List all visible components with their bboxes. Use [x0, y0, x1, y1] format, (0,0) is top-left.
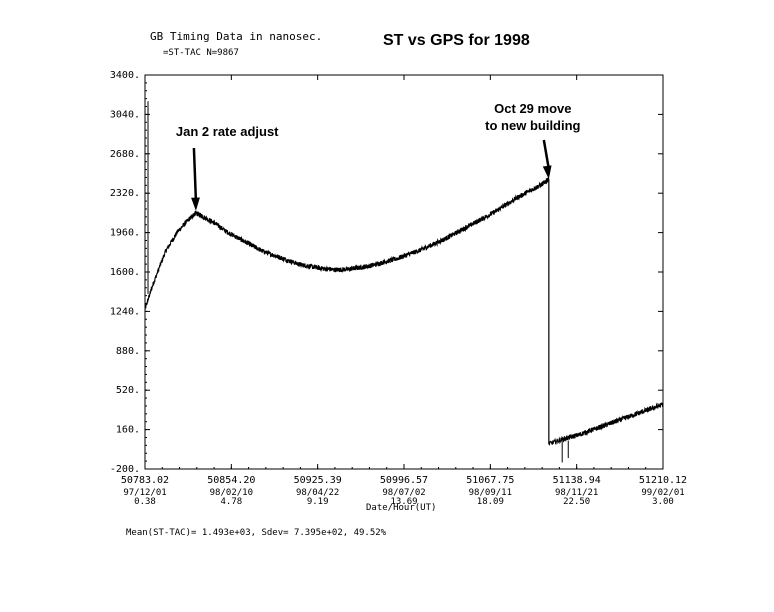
x-tick-hour: 0.38 [134, 497, 156, 507]
y-tick-label: 880. [116, 346, 140, 357]
arrow-head [191, 197, 200, 211]
x-tick-label: 51138.94 [553, 475, 601, 486]
x-tick-date: 99/02/01 [641, 488, 684, 498]
x-axis-label: Date/Hour(UT) [366, 503, 437, 513]
y-tick-label: 2680. [110, 149, 140, 160]
x-tick-hour: 13.69 [390, 497, 417, 507]
y-tick-label: 160. [116, 425, 140, 436]
y-tick-label: 3400. [110, 70, 140, 81]
x-tick-date: 98/04/22 [296, 488, 339, 498]
x-tick-date: 97/12/01 [123, 488, 166, 498]
x-tick-date: 98/02/10 [210, 488, 253, 498]
annotation-jan2: Jan 2 rate adjust [176, 124, 279, 139]
arrow-head [542, 165, 552, 180]
y-tick-label: 3040. [110, 109, 140, 120]
chart-title: ST vs GPS for 1998 [383, 32, 530, 49]
x-tick-hour: 4.78 [220, 497, 242, 507]
y-tick-label: 2320. [110, 188, 140, 199]
x-tick-hour: 22.50 [563, 497, 590, 507]
series-tag: =ST-TAC N=9867 [163, 48, 239, 58]
x-tick-label: 50925.39 [294, 475, 342, 486]
stats-line: Mean(ST-TAC)= 1.493e+03, Sdev= 7.395e+02… [126, 528, 387, 538]
x-tick-hour: 9.19 [307, 497, 329, 507]
x-tick-date: 98/07/02 [382, 488, 425, 498]
series-line-1 [144, 177, 550, 310]
annotation-oct29-line1: Oct 29 move [494, 101, 571, 116]
axis-ticks: 3400. 3040. 2680. 2320. 1960. 1600. 1240. 880. 5… [110, 70, 687, 507]
y-tick-label: -200. [110, 464, 140, 475]
x-tick-label: 51210.12 [639, 475, 687, 486]
y-tick-label: 1240. [110, 306, 140, 317]
x-tick-hour: 3.00 [652, 497, 674, 507]
series-layer [144, 101, 664, 463]
x-tick-date: 98/11/21 [555, 488, 598, 498]
y-tick-label: 1600. [110, 267, 140, 278]
x-tick-date: 98/09/11 [469, 488, 512, 498]
annotations: Jan 2 rate adjust Oct 29 move to new build… [176, 101, 581, 211]
x-tick-label: 50854.20 [207, 475, 255, 486]
y-tick-label: 1960. [110, 228, 140, 239]
arrow-shaft [192, 147, 198, 201]
x-tick-label: 51067.75 [466, 475, 514, 486]
x-tick-hour: 18.09 [477, 497, 504, 507]
x-tick-label: 50996.57 [380, 475, 428, 486]
x-tick-label: 50783.02 [121, 475, 169, 486]
y-tick-label: 520. [116, 385, 140, 396]
series-line-2 [548, 401, 664, 446]
chart-subtitle: GB Timing Data in nanosec. [150, 30, 323, 43]
annotation-oct29-line2: to new building [485, 118, 580, 133]
arrow-shaft [542, 139, 551, 170]
